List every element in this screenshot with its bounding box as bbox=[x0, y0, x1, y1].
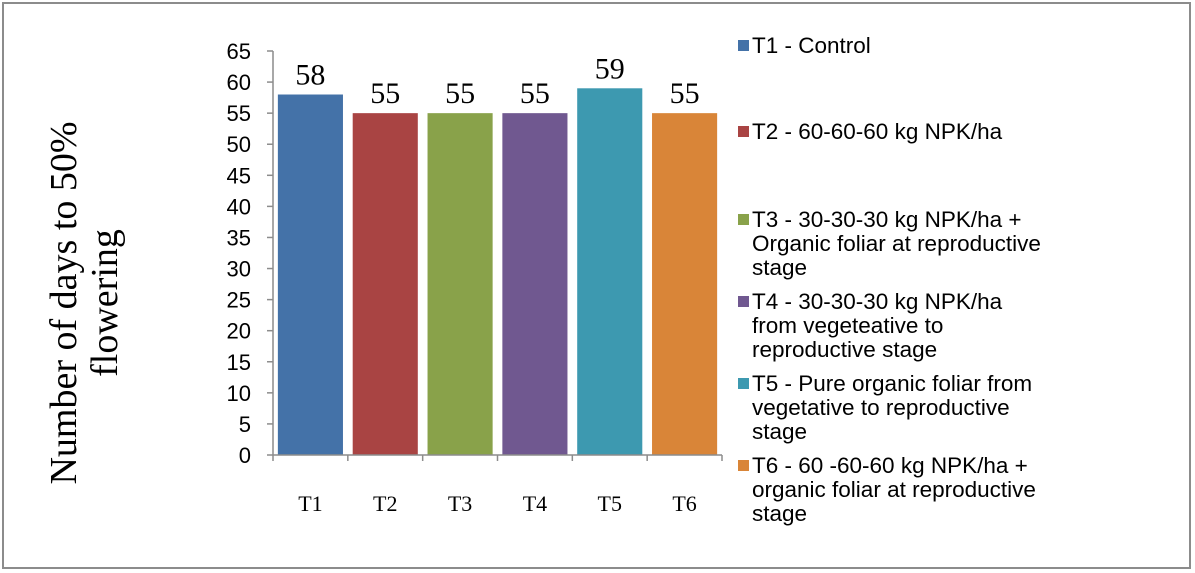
bar-t4 bbox=[502, 113, 568, 456]
y-tick-label: 10 bbox=[227, 381, 251, 406]
legend-swatch bbox=[738, 460, 749, 471]
y-axis-ticks: 0 5 10 15 20 25 30 35 40 45 50 55 60 65 bbox=[227, 39, 274, 468]
legend-item-t2: T2 - 60-60-60 kg NPK/ha bbox=[730, 120, 1185, 144]
bar-t2 bbox=[352, 113, 418, 456]
legend-item-t5: T5 - Pure organic foliar from vegetative … bbox=[730, 372, 1185, 444]
y-tick-label: 65 bbox=[227, 39, 251, 64]
x-tick-label: T3 bbox=[448, 491, 472, 516]
legend-text: T5 - Pure organic foliar from bbox=[752, 371, 1033, 396]
legend-text: T3 - 30-30-30 kg NPK/ha + bbox=[752, 207, 1022, 232]
legend-swatch bbox=[738, 40, 749, 51]
legend-text: T2 - 60-60-60 kg NPK/ha bbox=[752, 119, 1003, 144]
y-tick-label: 0 bbox=[239, 443, 251, 468]
y-axis-label: Number of days to 50% flowering bbox=[43, 121, 126, 484]
data-label-t1: 58 bbox=[295, 59, 325, 92]
legend-swatch bbox=[738, 296, 749, 307]
legend-text: vegetative to reproductive bbox=[752, 395, 1010, 420]
y-tick-label: 15 bbox=[227, 350, 251, 375]
y-tick-label: 50 bbox=[227, 132, 251, 157]
bar-t6 bbox=[652, 113, 718, 456]
y-tick-label: 30 bbox=[227, 257, 251, 282]
y-tick-label: 45 bbox=[227, 163, 251, 188]
x-tick-label: T5 bbox=[598, 491, 622, 516]
legend-text: stage bbox=[752, 419, 808, 444]
y-tick-label: 40 bbox=[227, 194, 251, 219]
legend-text: Organic foliar at reproductive bbox=[752, 231, 1041, 256]
legend-item-t3: T3 - 30-30-30 kg NPK/ha + Organic foliar … bbox=[730, 208, 1185, 280]
legend-item-t4: T4 - 30-30-30 kg NPK/ha from vegeteative … bbox=[730, 290, 1185, 362]
data-label-t2: 55 bbox=[370, 77, 400, 110]
x-tick-label: T2 bbox=[373, 491, 397, 516]
data-label-t4: 55 bbox=[520, 77, 550, 110]
x-tick-label: T1 bbox=[298, 491, 322, 516]
legend-text: T6 - 60 -60-60 kg NPK/ha + bbox=[752, 453, 1028, 478]
x-axis: T1 T2 T3 T4 T5 T6 bbox=[272, 454, 723, 516]
y-tick-label: 35 bbox=[227, 225, 251, 250]
legend-item-t6: T6 - 60 -60-60 kg NPK/ha + organic foliar… bbox=[730, 454, 1185, 526]
legend-text: stage bbox=[752, 255, 808, 280]
legend-swatch bbox=[738, 126, 749, 137]
y-tick-label: 60 bbox=[227, 70, 251, 95]
bar-t3 bbox=[427, 113, 493, 456]
x-tick-label: T4 bbox=[523, 491, 547, 516]
legend-text: reproductive stage bbox=[752, 337, 938, 362]
legend-text: T4 - 30-30-30 kg NPK/ha bbox=[752, 289, 1003, 314]
bar-t1 bbox=[277, 94, 343, 455]
legend-text: T1 - Control bbox=[752, 33, 871, 58]
bar-t5 bbox=[577, 88, 643, 456]
y-tick-label: 5 bbox=[239, 412, 251, 437]
data-label-t3: 55 bbox=[445, 77, 475, 110]
y-axis-label-line1: Number of days to 50% bbox=[43, 121, 85, 484]
y-tick-label: 55 bbox=[227, 101, 251, 126]
y-tick-label: 20 bbox=[227, 319, 251, 344]
data-label-t5: 59 bbox=[595, 52, 625, 85]
legend-text: from vegeteative to bbox=[752, 313, 944, 338]
y-axis-label-line2: flowering bbox=[84, 229, 126, 377]
legend-text: stage bbox=[752, 501, 808, 526]
legend-item-t1: T1 - Control bbox=[730, 34, 1185, 58]
plot-area: 58 55 55 55 59 55 bbox=[277, 52, 718, 456]
y-tick-label: 25 bbox=[227, 288, 251, 313]
legend-text: organic foliar at reproductive bbox=[752, 477, 1036, 502]
legend-swatch bbox=[738, 378, 749, 389]
legend-swatch bbox=[738, 214, 749, 225]
data-label-t6: 55 bbox=[670, 77, 700, 110]
x-tick-label: T6 bbox=[672, 491, 696, 516]
